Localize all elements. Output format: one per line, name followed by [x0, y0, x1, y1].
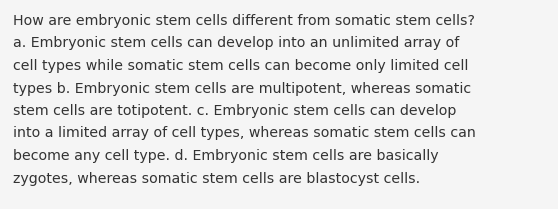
Text: stem cells are totipotent. c. Embryonic stem cells can develop: stem cells are totipotent. c. Embryonic … — [13, 104, 456, 118]
Text: types b. Embryonic stem cells are multipotent, whereas somatic: types b. Embryonic stem cells are multip… — [13, 82, 471, 96]
Text: a. Embryonic stem cells can develop into an unlimited array of: a. Embryonic stem cells can develop into… — [13, 37, 459, 51]
Text: into a limited array of cell types, whereas somatic stem cells can: into a limited array of cell types, wher… — [13, 126, 476, 140]
Text: become any cell type. d. Embryonic stem cells are basically: become any cell type. d. Embryonic stem … — [13, 149, 439, 163]
Text: cell types while somatic stem cells can become only limited cell: cell types while somatic stem cells can … — [13, 59, 468, 73]
Text: How are embryonic stem cells different from somatic stem cells?: How are embryonic stem cells different f… — [13, 14, 475, 28]
Text: zygotes, whereas somatic stem cells are blastocyst cells.: zygotes, whereas somatic stem cells are … — [13, 172, 420, 186]
